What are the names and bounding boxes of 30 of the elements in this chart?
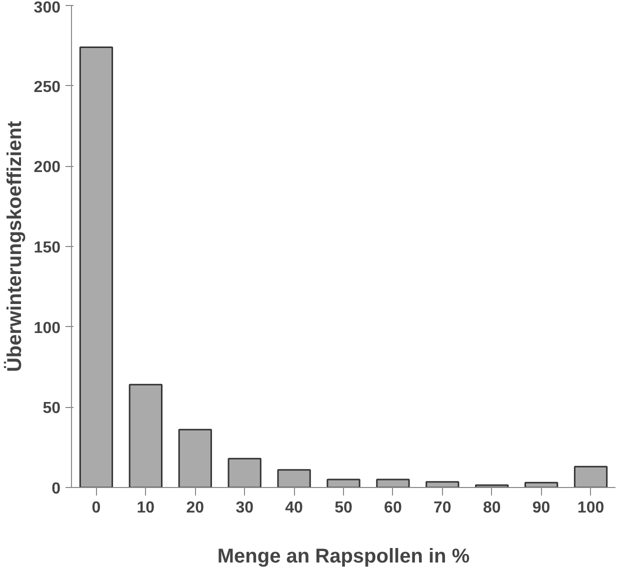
y-tick-label: 250 xyxy=(34,78,61,96)
x-tick-label: 70 xyxy=(434,500,452,516)
x-tick-label: 100 xyxy=(577,500,604,516)
bar xyxy=(326,478,360,488)
y-tick-label: 300 xyxy=(34,0,61,16)
x-tick-label: 0 xyxy=(92,500,101,516)
y-axis-title: Überwinterungskoeffizient xyxy=(2,120,26,372)
bar xyxy=(228,458,262,488)
bar xyxy=(79,46,114,488)
y-tick-label: 200 xyxy=(34,159,61,176)
bar xyxy=(426,481,460,488)
x-tick-label: 60 xyxy=(384,500,402,516)
bar xyxy=(277,469,311,488)
y-tick-label: 100 xyxy=(34,320,61,337)
x-tick-label: 80 xyxy=(482,500,501,516)
x-tick-label: 40 xyxy=(285,500,304,516)
x-tick-label: 10 xyxy=(136,500,155,516)
x-tick-label: 50 xyxy=(334,500,352,516)
bar xyxy=(524,482,558,488)
x-tick-label: 30 xyxy=(236,500,254,516)
bar xyxy=(574,466,608,488)
y-tick-label: 50 xyxy=(42,400,61,418)
x-tick-label: 20 xyxy=(186,500,204,516)
bar xyxy=(128,384,163,488)
x-tick-label: 90 xyxy=(532,500,550,516)
y-tick-label: 150 xyxy=(34,240,61,256)
x-axis-title: Menge an Rapspollen in % xyxy=(217,546,470,568)
bar xyxy=(178,428,212,488)
bar xyxy=(376,478,410,488)
y-tick-label: 0 xyxy=(52,480,61,498)
